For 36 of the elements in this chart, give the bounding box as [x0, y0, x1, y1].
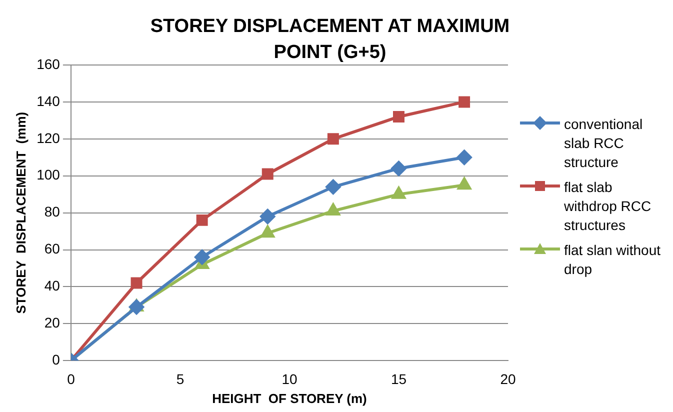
x-tick-label: 0: [67, 370, 76, 387]
point: [196, 214, 208, 226]
legend-label: flat slan without drop: [564, 241, 662, 279]
point: [391, 160, 406, 176]
y-tick-label: 60: [44, 240, 60, 257]
x-axis-title: HEIGHT OF STOREY (m): [212, 390, 367, 406]
y-tick-label: 120: [36, 130, 60, 146]
y-tick-label: 0: [52, 351, 60, 368]
point: [392, 110, 404, 122]
point: [194, 250, 210, 265]
point: [392, 186, 406, 199]
legend-label: flat slab withdrop RCC structures: [564, 178, 652, 235]
point: [326, 203, 340, 216]
point: [260, 208, 276, 224]
y-tick-label: 140: [36, 92, 60, 109]
point: [327, 133, 339, 145]
y-tick-label: 100: [36, 166, 60, 183]
point: [458, 178, 471, 190]
x-tick-label: 20: [500, 370, 516, 387]
point: [260, 226, 274, 238]
point: [456, 150, 472, 165]
point: [130, 277, 142, 289]
y-tick-label: 80: [44, 204, 60, 220]
point: [262, 168, 274, 180]
y-tick-label: 20: [44, 314, 60, 331]
x-tick-label: 10: [282, 370, 298, 387]
point: [326, 179, 341, 194]
x-tick-label: 5: [176, 370, 184, 387]
legend-label: conventional slab RCC structure: [564, 115, 644, 172]
chart-title: STOREY DISPLACEMENT AT MAXIMUM POINT (G+5): [149, 15, 511, 65]
y-tick-label: 40: [44, 278, 60, 294]
y-axis-title: STOREY DISPLACEMENT (mm): [13, 112, 28, 314]
point: [458, 96, 470, 108]
point: [129, 300, 144, 315]
x-tick-label: 15: [390, 370, 407, 387]
y-tick-label: 160: [36, 56, 60, 72]
